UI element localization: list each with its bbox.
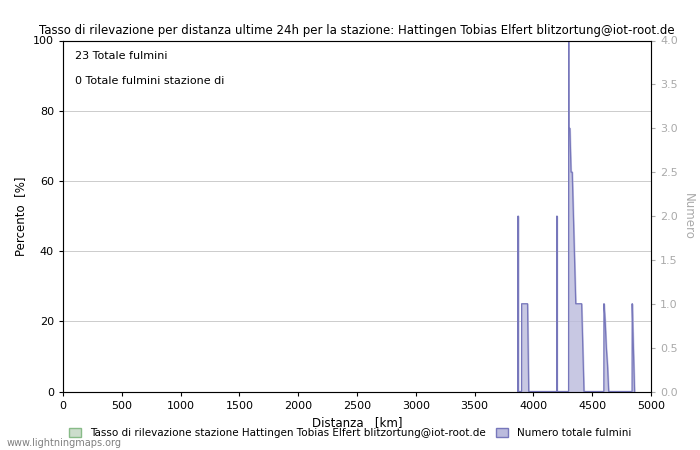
Text: www.lightningmaps.org: www.lightningmaps.org <box>7 438 122 448</box>
Text: 23 Totale fulmini: 23 Totale fulmini <box>75 51 167 61</box>
Y-axis label: Numero: Numero <box>681 193 694 239</box>
Y-axis label: Percento  [%]: Percento [%] <box>15 176 27 256</box>
Text: 0 Totale fulmini stazione di: 0 Totale fulmini stazione di <box>75 76 224 86</box>
Legend: Tasso di rilevazione stazione Hattingen Tobias Elfert blitzortung@iot-root.de, N: Tasso di rilevazione stazione Hattingen … <box>64 424 636 442</box>
X-axis label: Distanza   [km]: Distanza [km] <box>312 416 402 429</box>
Title: Tasso di rilevazione per distanza ultime 24h per la stazione: Hattingen Tobias E: Tasso di rilevazione per distanza ultime… <box>39 23 675 36</box>
